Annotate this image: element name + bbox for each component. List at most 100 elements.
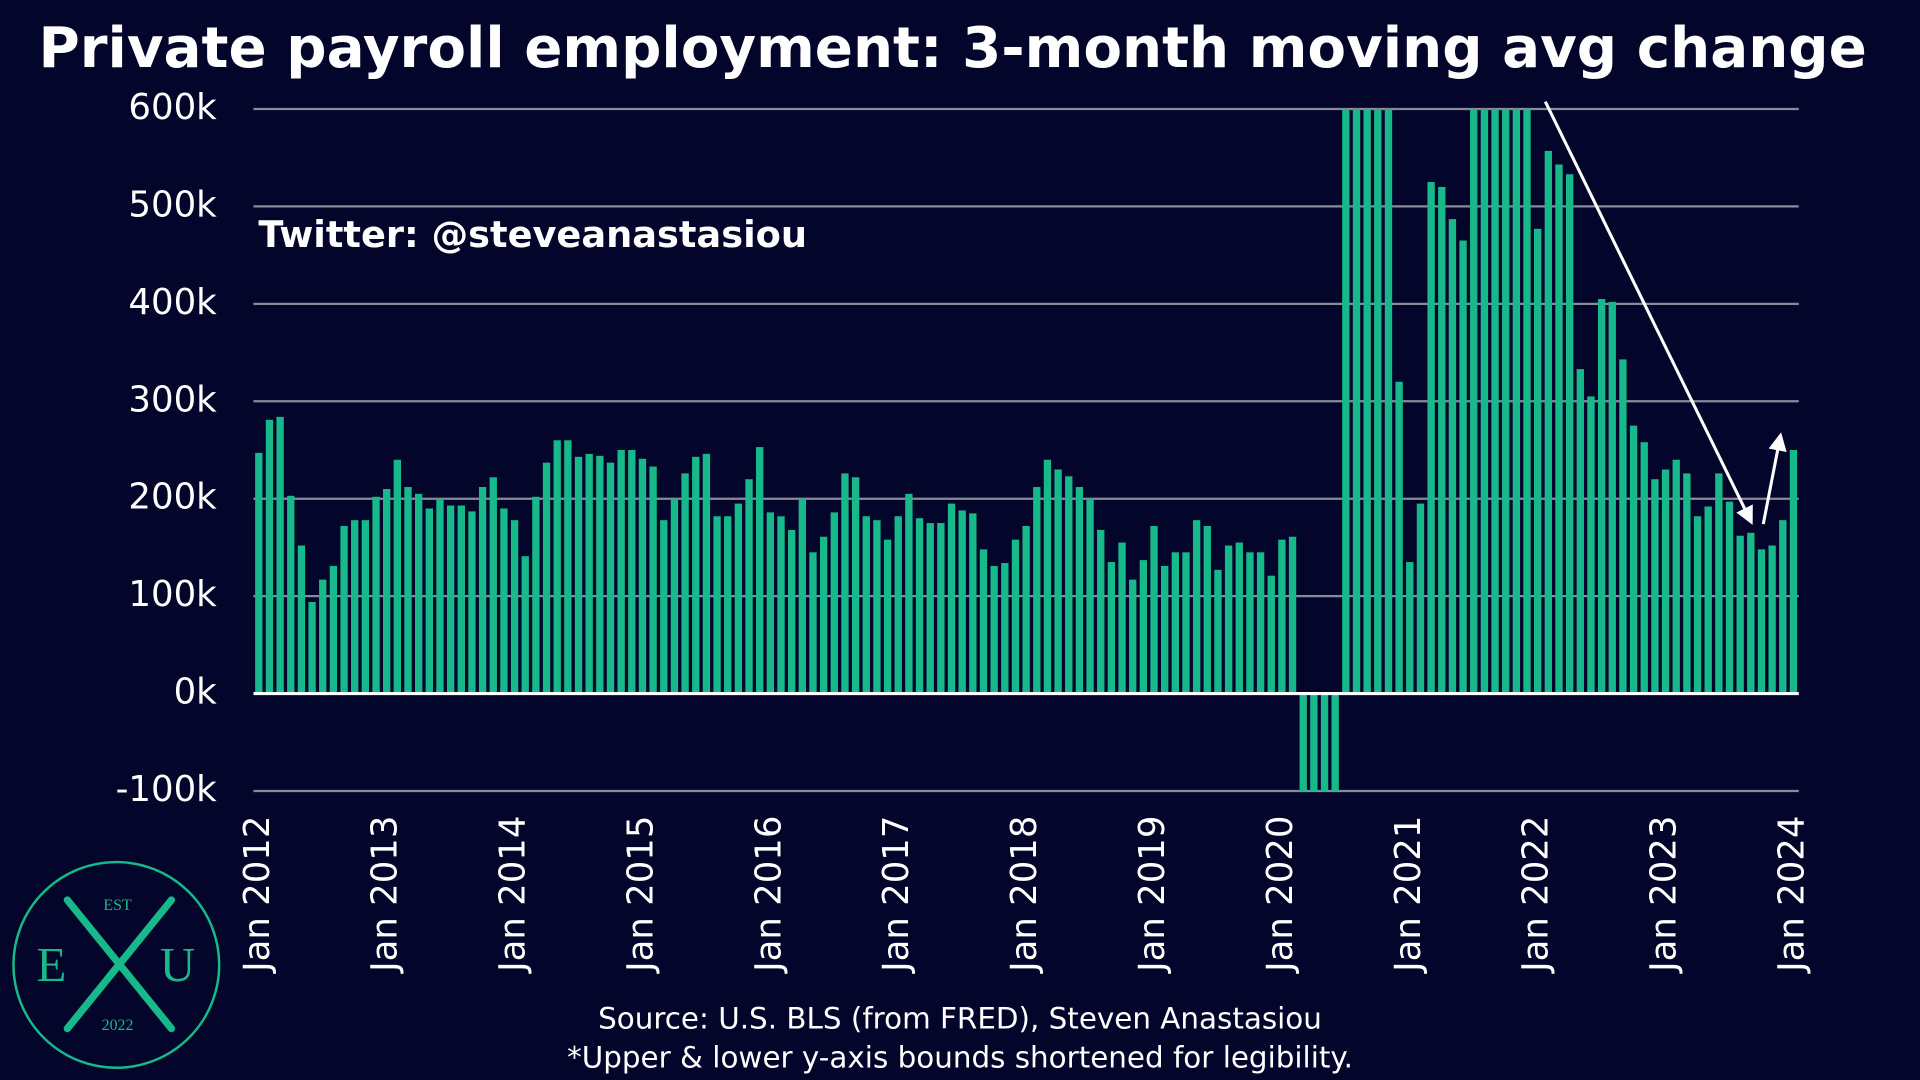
bar — [1054, 469, 1062, 694]
bar — [1459, 240, 1467, 694]
bar — [1523, 108, 1531, 694]
bar — [937, 523, 945, 694]
bar — [702, 453, 711, 694]
bar — [1256, 552, 1265, 694]
bar — [1011, 539, 1020, 694]
bar — [404, 487, 412, 694]
x-tick-label: Jan 2018 — [1004, 816, 1045, 974]
bar — [574, 456, 583, 694]
bar — [393, 459, 402, 694]
bar — [1118, 542, 1126, 694]
annotation: Twitter: @steveanastasiou — [258, 213, 807, 256]
bar — [1001, 563, 1009, 694]
source: Source: U.S. BLS (from FRED), Steven Ana… — [598, 1002, 1322, 1036]
bar — [1438, 186, 1446, 694]
bar — [1150, 525, 1158, 694]
x-tick-label: Jan 2017 — [876, 816, 917, 974]
bar — [1619, 359, 1627, 694]
bar — [1299, 693, 1307, 792]
bar — [1565, 174, 1574, 694]
bar — [542, 462, 551, 694]
trend-arrow — [1761, 432, 1787, 525]
bar — [1395, 381, 1403, 694]
bar — [819, 536, 828, 694]
bar — [1086, 498, 1094, 694]
bar — [351, 520, 359, 694]
bar — [873, 520, 881, 694]
y-tick-label: 0k — [174, 672, 218, 713]
bar — [777, 516, 785, 694]
chart-title: Private payroll employment: 3-month movi… — [39, 16, 1867, 81]
y-tick-label: 100k — [128, 574, 217, 615]
bars — [255, 108, 1798, 792]
bar — [649, 466, 657, 694]
bar — [468, 511, 476, 694]
bar — [1661, 469, 1670, 694]
bar — [756, 447, 764, 694]
bar — [1097, 529, 1105, 694]
bar — [1480, 108, 1489, 694]
bar — [809, 552, 817, 694]
bar — [1491, 108, 1499, 694]
bar — [553, 440, 561, 694]
bar — [841, 473, 849, 694]
bar — [915, 518, 924, 694]
bar — [521, 556, 529, 694]
bar — [766, 512, 775, 694]
logo-ring — [12, 860, 221, 1069]
bar — [1779, 520, 1787, 694]
bar — [265, 419, 274, 694]
bar — [1374, 108, 1382, 694]
bar — [510, 520, 519, 694]
bar — [1725, 501, 1734, 694]
bar — [1629, 425, 1638, 694]
x-tick-label: Jan 2015 — [620, 816, 661, 974]
bar — [1533, 228, 1542, 694]
bar — [862, 516, 870, 694]
bar — [628, 450, 636, 694]
bar — [830, 512, 838, 694]
y-tick-label: 200k — [128, 477, 217, 518]
bar — [255, 452, 263, 694]
bar — [1768, 545, 1776, 694]
y-tick-label: 500k — [128, 184, 217, 225]
bar — [478, 487, 487, 694]
bar — [990, 565, 998, 694]
logo: EST E U 2022 — [12, 860, 221, 1069]
logo-text: 2022 — [102, 1017, 134, 1034]
bar — [308, 601, 316, 694]
bar — [1683, 473, 1691, 694]
bar — [596, 455, 604, 694]
y-tick-label: 600k — [128, 87, 217, 128]
x-tick-label: Jan 2023 — [1644, 816, 1685, 974]
x-tick-label: Jan 2012 — [237, 816, 278, 974]
bar — [1214, 569, 1222, 694]
bar — [1704, 506, 1712, 694]
bar — [1715, 473, 1723, 694]
trend-arrow — [1543, 100, 1753, 525]
bar — [926, 523, 934, 694]
bar — [1576, 369, 1584, 694]
bar — [713, 516, 721, 694]
x-tick-label: Jan 2019 — [1132, 816, 1173, 974]
bar — [670, 498, 679, 694]
bar — [319, 579, 327, 694]
bar — [1406, 562, 1414, 694]
bar — [1384, 108, 1393, 694]
x-tick-label: Jan 2014 — [493, 816, 534, 974]
x-tick-label: Jan 2024 — [1771, 816, 1812, 974]
bar — [457, 505, 465, 694]
bar — [1043, 459, 1052, 694]
bar — [329, 565, 338, 694]
bar — [1033, 487, 1041, 694]
bar — [1640, 442, 1648, 694]
x-tick-label: Jan 2013 — [365, 816, 406, 974]
bar — [436, 498, 444, 694]
bar — [1470, 108, 1478, 694]
bar — [1224, 545, 1233, 694]
bar — [1065, 476, 1073, 694]
footnote: *Upper & lower y-axis bounds shortened f… — [567, 1041, 1353, 1075]
bar — [787, 529, 796, 694]
bar — [681, 473, 689, 694]
